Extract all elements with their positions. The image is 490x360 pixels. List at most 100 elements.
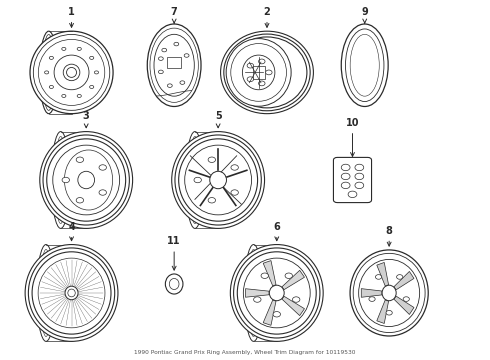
Circle shape: [247, 77, 254, 82]
Circle shape: [158, 70, 163, 74]
Ellipse shape: [38, 258, 105, 328]
Text: 7: 7: [171, 7, 177, 23]
Circle shape: [386, 310, 392, 315]
Circle shape: [62, 48, 66, 50]
Text: 11: 11: [168, 237, 181, 270]
Ellipse shape: [210, 171, 226, 189]
Text: 2: 2: [264, 7, 270, 27]
Circle shape: [77, 94, 81, 98]
Circle shape: [355, 173, 364, 180]
Ellipse shape: [165, 274, 183, 294]
Ellipse shape: [78, 171, 95, 189]
Text: 1: 1: [68, 7, 75, 27]
Ellipse shape: [55, 136, 66, 224]
Circle shape: [77, 48, 81, 50]
Ellipse shape: [53, 145, 120, 215]
Text: 3: 3: [83, 111, 90, 128]
Circle shape: [171, 63, 177, 68]
Polygon shape: [263, 300, 276, 325]
Circle shape: [266, 70, 272, 75]
Circle shape: [403, 297, 409, 301]
Text: 6: 6: [273, 222, 280, 241]
Text: 1990 Pontiac Grand Prix Ring Assembly, Wheel Trim Diagram for 10119530: 1990 Pontiac Grand Prix Ring Assembly, W…: [134, 350, 356, 355]
Circle shape: [254, 297, 261, 302]
Circle shape: [285, 273, 293, 278]
Polygon shape: [377, 262, 389, 286]
Circle shape: [158, 57, 163, 60]
Circle shape: [62, 177, 70, 183]
Text: 9: 9: [361, 7, 368, 23]
Polygon shape: [245, 289, 269, 297]
Ellipse shape: [172, 132, 265, 228]
Ellipse shape: [40, 132, 133, 228]
Circle shape: [273, 311, 280, 317]
Ellipse shape: [382, 285, 396, 301]
Circle shape: [194, 177, 201, 183]
Polygon shape: [394, 271, 414, 290]
Circle shape: [99, 165, 106, 170]
Circle shape: [208, 198, 216, 203]
Circle shape: [375, 275, 382, 279]
Ellipse shape: [226, 39, 291, 106]
Circle shape: [341, 182, 350, 189]
Circle shape: [62, 94, 66, 98]
Ellipse shape: [243, 55, 275, 90]
Circle shape: [45, 71, 49, 74]
Circle shape: [180, 81, 185, 84]
Text: 5: 5: [215, 111, 221, 128]
Polygon shape: [263, 261, 276, 286]
Ellipse shape: [67, 67, 76, 77]
Ellipse shape: [154, 34, 195, 96]
Polygon shape: [361, 289, 382, 297]
FancyBboxPatch shape: [167, 57, 181, 68]
Circle shape: [95, 71, 98, 74]
Circle shape: [208, 157, 216, 162]
Polygon shape: [377, 300, 389, 324]
Circle shape: [348, 191, 357, 198]
Circle shape: [76, 157, 84, 162]
Text: 8: 8: [386, 226, 392, 246]
Ellipse shape: [41, 249, 51, 337]
Ellipse shape: [359, 260, 419, 327]
Circle shape: [49, 57, 53, 59]
Circle shape: [49, 85, 53, 89]
Ellipse shape: [189, 136, 200, 224]
Ellipse shape: [147, 24, 201, 107]
Ellipse shape: [220, 31, 314, 114]
Ellipse shape: [25, 244, 118, 341]
Ellipse shape: [341, 24, 388, 107]
Ellipse shape: [244, 258, 310, 328]
Text: 4: 4: [68, 222, 75, 241]
Circle shape: [162, 48, 167, 52]
Circle shape: [247, 63, 254, 68]
Polygon shape: [394, 296, 414, 315]
Ellipse shape: [65, 286, 78, 300]
Circle shape: [261, 273, 269, 278]
Circle shape: [231, 165, 238, 170]
Circle shape: [99, 190, 106, 195]
FancyBboxPatch shape: [333, 157, 371, 203]
Circle shape: [396, 275, 403, 279]
Circle shape: [259, 81, 265, 86]
Text: 10: 10: [346, 118, 359, 156]
Circle shape: [90, 57, 94, 59]
Circle shape: [231, 190, 238, 195]
Circle shape: [90, 85, 94, 89]
Circle shape: [76, 198, 84, 203]
Ellipse shape: [248, 249, 259, 337]
Circle shape: [259, 59, 265, 64]
Ellipse shape: [270, 285, 284, 301]
Ellipse shape: [68, 289, 75, 297]
Ellipse shape: [63, 64, 80, 81]
Ellipse shape: [30, 31, 113, 114]
Circle shape: [293, 297, 300, 302]
Circle shape: [184, 54, 189, 57]
Polygon shape: [282, 296, 304, 316]
Circle shape: [341, 164, 350, 171]
Ellipse shape: [54, 55, 89, 90]
Circle shape: [355, 182, 364, 189]
Circle shape: [174, 42, 179, 46]
Ellipse shape: [185, 145, 251, 215]
Circle shape: [341, 173, 350, 180]
Circle shape: [168, 84, 172, 87]
